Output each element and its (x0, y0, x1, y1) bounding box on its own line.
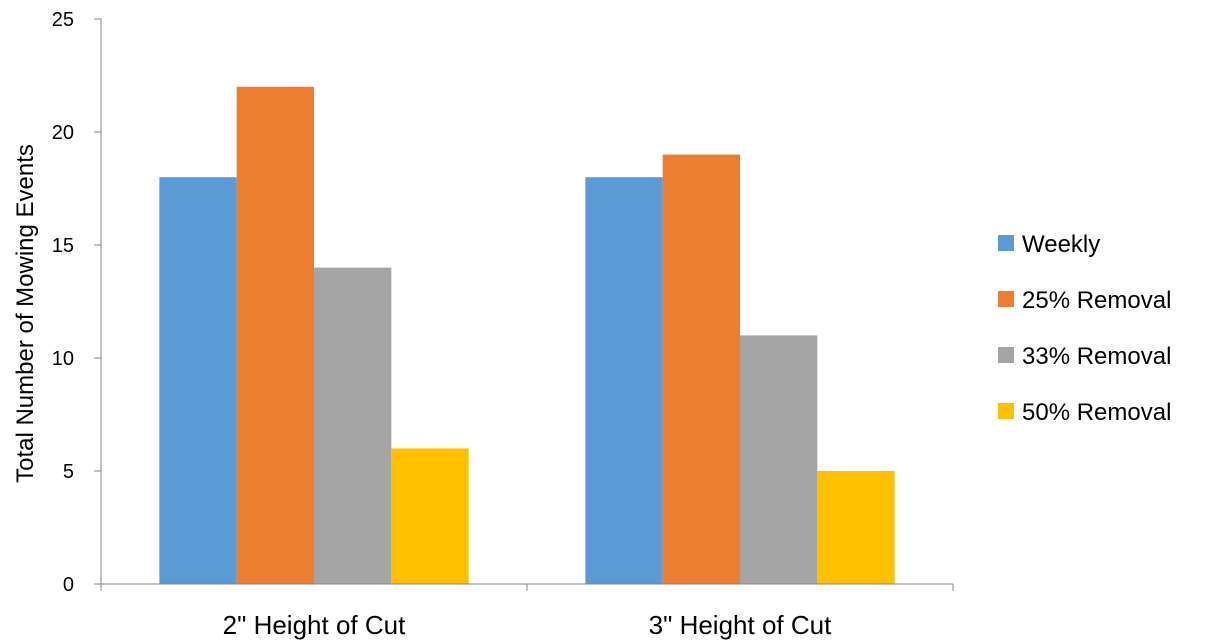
bar-25-removal-2 (662, 154, 740, 584)
y-tick-label: 5 (63, 461, 74, 483)
legend-label: 50% Removal (1022, 399, 1171, 426)
category-labels-group: 2" Height of Cut 3" Height of Cut (223, 610, 832, 640)
y-tick-label: 25 (52, 9, 74, 31)
legend-swatch (998, 235, 1014, 251)
y-tick-label: 0 (63, 574, 74, 596)
y-ticks-group: 0 5 10 15 20 25 (52, 9, 101, 596)
y-axis-label: Total Number of Mowing Events (12, 144, 39, 483)
y-tick-label: 10 (52, 348, 74, 370)
x-ticks-group (100, 584, 954, 591)
y-tick-label: 15 (52, 235, 74, 257)
legend-label: Weekly (1022, 231, 1100, 258)
legend-swatch (998, 403, 1014, 419)
bar-50-removal-2 (817, 471, 895, 584)
bar-33-removal-1 (314, 267, 392, 584)
legend: Weekly 25% Removal 33% Removal 50% Removal (998, 231, 1171, 426)
bar-weekly-2 (585, 177, 663, 584)
category-label: 3" Height of Cut (649, 610, 832, 640)
bar-25-removal-1 (236, 86, 314, 585)
y-tick-label: 20 (52, 122, 74, 144)
category-label: 2" Height of Cut (223, 610, 406, 640)
bar-weekly-1 (159, 177, 237, 584)
legend-swatch (998, 347, 1014, 363)
bar-33-removal-2 (740, 335, 818, 584)
legend-swatch (998, 291, 1014, 307)
legend-label: 33% Removal (1022, 343, 1171, 370)
legend-label: 25% Removal (1022, 287, 1171, 314)
bars-group (159, 86, 895, 585)
bar-50-removal-1 (391, 448, 469, 584)
